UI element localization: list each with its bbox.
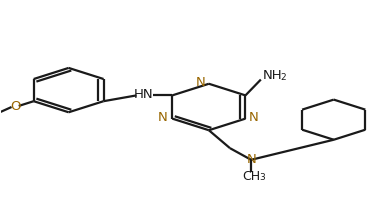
Text: HN: HN [134, 88, 153, 101]
Text: N: N [249, 111, 259, 124]
Text: N: N [158, 111, 168, 124]
Text: O: O [10, 101, 21, 113]
Text: 3: 3 [260, 173, 265, 182]
Text: N: N [195, 76, 205, 89]
Text: NH: NH [263, 69, 283, 82]
Text: 2: 2 [281, 73, 286, 82]
Text: CH: CH [242, 170, 260, 183]
Text: N: N [246, 153, 256, 166]
